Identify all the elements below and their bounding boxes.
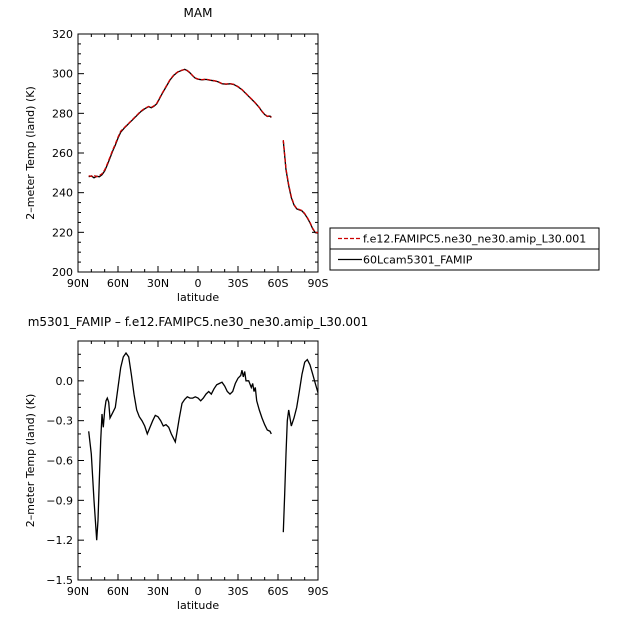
x-tick-label: 60S	[268, 277, 289, 290]
y-axis-label: 2–meter Temp (land) (K)	[24, 394, 37, 528]
y-tick-label: 0.0	[56, 375, 74, 388]
series-line	[88, 69, 272, 178]
bottom-chart: m5301_FAMIP – f.e12.FAMIPC5.ne30_ne30.am…	[24, 315, 368, 612]
x-tick-label: 90S	[308, 277, 329, 290]
series-line	[282, 140, 319, 234]
legend-label: 60Lcam5301_FAMIP	[363, 254, 473, 267]
x-tick-label: 90N	[67, 585, 89, 598]
y-tick-label: −0.9	[46, 494, 73, 507]
y-tick-label: −0.6	[46, 455, 73, 468]
y-tick-label: −1.5	[46, 574, 73, 587]
y-tick-label: 200	[52, 266, 73, 279]
series-line	[88, 68, 272, 179]
x-tick-label: 0	[195, 277, 202, 290]
y-tick-label: 220	[52, 226, 73, 239]
y-tick-label: 300	[52, 68, 73, 81]
y-tick-label: 320	[52, 28, 73, 41]
x-tick-label: 30S	[228, 585, 249, 598]
x-tick-label: 60N	[107, 585, 129, 598]
y-tick-label: −1.2	[46, 534, 73, 547]
x-axis-label: latitude	[177, 291, 219, 304]
y-tick-label: 240	[52, 187, 73, 200]
x-tick-label: 30N	[147, 277, 169, 290]
x-tick-label: 60N	[107, 277, 129, 290]
series-line	[88, 351, 272, 541]
y-tick-label: 280	[52, 107, 73, 120]
legend-label: f.e12.FAMIPC5.ne30_ne30.amip_L30.001	[363, 233, 586, 246]
legend: f.e12.FAMIPC5.ne30_ne30.amip_L30.001 60Lc…	[329, 227, 600, 271]
y-tick-label: −0.3	[46, 415, 73, 428]
plot-frame	[77, 340, 319, 581]
y-axis-label: 2–meter Temp (land) (K)	[24, 86, 37, 220]
x-axis-label: latitude	[177, 599, 219, 612]
plot-frame	[77, 33, 319, 273]
x-tick-label: 30S	[228, 277, 249, 290]
chart-title: MAM	[184, 6, 213, 20]
x-tick-label: 90S	[308, 585, 329, 598]
x-tick-label: 30N	[147, 585, 169, 598]
series-line	[282, 141, 319, 234]
series-line	[282, 358, 319, 533]
x-tick-label: 60S	[268, 585, 289, 598]
x-tick-label: 0	[195, 585, 202, 598]
top-chart: MAM 90N 60N 30N 0 30S 60S 90S 200 220 240 260 280 300…	[24, 6, 329, 304]
x-tick-label: 90N	[67, 277, 89, 290]
chart-title: m5301_FAMIP – f.e12.FAMIPC5.ne30_ne30.am…	[28, 315, 369, 329]
y-tick-label: 260	[52, 147, 73, 160]
